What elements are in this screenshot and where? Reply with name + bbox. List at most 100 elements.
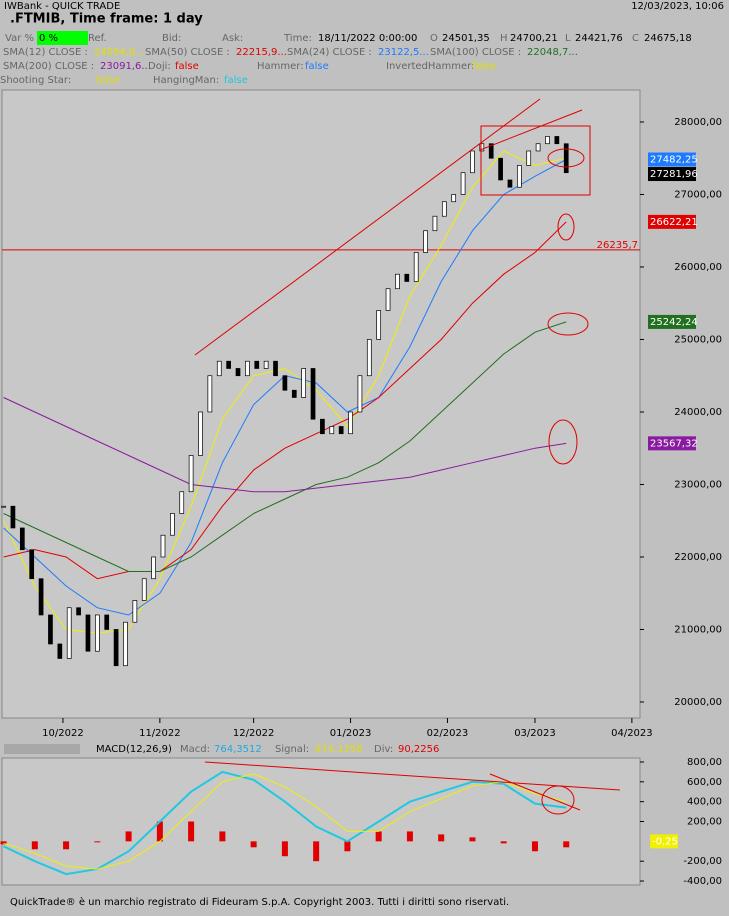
candle	[291, 389, 297, 398]
candle	[198, 411, 203, 456]
histogram-bar	[563, 841, 570, 848]
candle	[170, 513, 175, 536]
candle	[545, 136, 550, 145]
x-tick-label: 04/2023	[611, 728, 653, 739]
last-label: -0,25	[652, 836, 678, 847]
label: HangingMan:	[153, 75, 219, 86]
toolbar-buttons[interactable]	[4, 744, 80, 754]
y-tick-label: 24000,00	[674, 407, 722, 418]
histogram-bar	[406, 831, 413, 842]
value: 24675,18	[644, 33, 692, 44]
candle	[85, 614, 91, 652]
value: 24054,0...	[94, 47, 145, 58]
candle	[151, 556, 156, 580]
label: SMA(100) CLOSE :	[430, 47, 521, 58]
y-tick-label: 800,00	[687, 757, 722, 768]
candle	[535, 143, 541, 152]
var-box	[37, 31, 88, 45]
candle	[338, 426, 344, 435]
candle	[38, 578, 44, 616]
x-tick-label: 03/2023	[514, 728, 556, 739]
candle	[479, 143, 485, 152]
value: 22215,9...	[236, 47, 287, 58]
x-tick-label: 10/2022	[42, 728, 84, 739]
candle	[188, 455, 194, 493]
candle	[216, 360, 222, 377]
y-tick-label: 25000,00	[674, 334, 722, 345]
label: O	[430, 33, 438, 44]
label: L	[565, 33, 571, 44]
histogram-bar	[375, 831, 382, 842]
circle-annotation	[547, 312, 589, 336]
candle	[554, 136, 560, 145]
candle	[301, 368, 307, 398]
price-label: 26622,21	[650, 217, 698, 228]
price-label: 25242,24	[650, 317, 698, 328]
footer: QuickTrade® è un marchio registrato di F…	[10, 896, 509, 908]
candle	[207, 375, 213, 413]
circle-annotation	[541, 785, 575, 815]
value: 24421,76	[575, 33, 623, 44]
y-tick-label: -200,00	[683, 856, 722, 867]
candle	[470, 150, 475, 174]
candle	[160, 534, 166, 558]
histogram-bar	[531, 841, 538, 852]
circle-annotation	[557, 213, 575, 241]
value: 764,3512	[214, 744, 262, 755]
moving-average	[3, 221, 567, 580]
candle	[366, 339, 372, 377]
candle	[451, 194, 457, 203]
circle-annotation	[547, 148, 585, 168]
candle	[498, 157, 503, 181]
macd-panel	[1, 757, 641, 886]
symbol: .FTMIB, Time frame: 1 day	[10, 12, 203, 27]
label: SMA(12) CLOSE :	[3, 47, 88, 58]
candle	[441, 201, 447, 217]
trendline	[194, 98, 541, 356]
last-label-box	[650, 834, 678, 849]
value: 18/11/2022 0:00:00	[318, 33, 417, 44]
candle	[94, 614, 100, 652]
candle	[488, 143, 494, 159]
candle	[19, 527, 25, 551]
y-tick-label: -400,00	[683, 876, 722, 887]
label: SMA(200) CLOSE :	[3, 61, 94, 72]
candle	[245, 360, 250, 377]
label: H	[500, 33, 508, 44]
price-label-box	[648, 152, 696, 167]
y-tick-label: 600,00	[687, 777, 722, 788]
value: false	[96, 75, 120, 86]
value: false	[224, 75, 248, 86]
trendline	[204, 761, 621, 791]
moving-average	[3, 321, 567, 572]
y-tick-label: 21000,00	[674, 624, 722, 635]
candle	[516, 165, 522, 188]
price-label: 27482,25	[650, 155, 698, 166]
histogram-bar	[500, 841, 507, 844]
y-tick-label: 200,00	[687, 817, 722, 828]
price-label-box	[648, 314, 696, 329]
histogram-bar	[188, 821, 195, 842]
label: C	[632, 33, 639, 44]
candle	[563, 143, 569, 174]
label: Bid:	[162, 33, 181, 44]
candle	[104, 614, 110, 630]
candle	[76, 607, 81, 616]
value: false	[472, 61, 496, 72]
label: InvertedHammer:	[386, 61, 474, 72]
candle	[179, 491, 185, 514]
annotations	[194, 98, 621, 815]
price-label-box	[648, 167, 696, 182]
app-title: IWBank - QUICK TRADE	[4, 1, 120, 12]
histogram-bar	[63, 841, 70, 850]
candle	[10, 505, 16, 529]
candle	[263, 360, 269, 369]
label: Ref.	[88, 33, 107, 44]
histogram-bar	[469, 837, 476, 842]
y-tick-label: 26000,00	[674, 262, 722, 273]
y-tick-label: 20000,00	[674, 697, 722, 708]
price-label-box	[648, 436, 696, 451]
histogram-bar	[31, 841, 38, 850]
x-tick-label: 11/2022	[139, 728, 181, 739]
